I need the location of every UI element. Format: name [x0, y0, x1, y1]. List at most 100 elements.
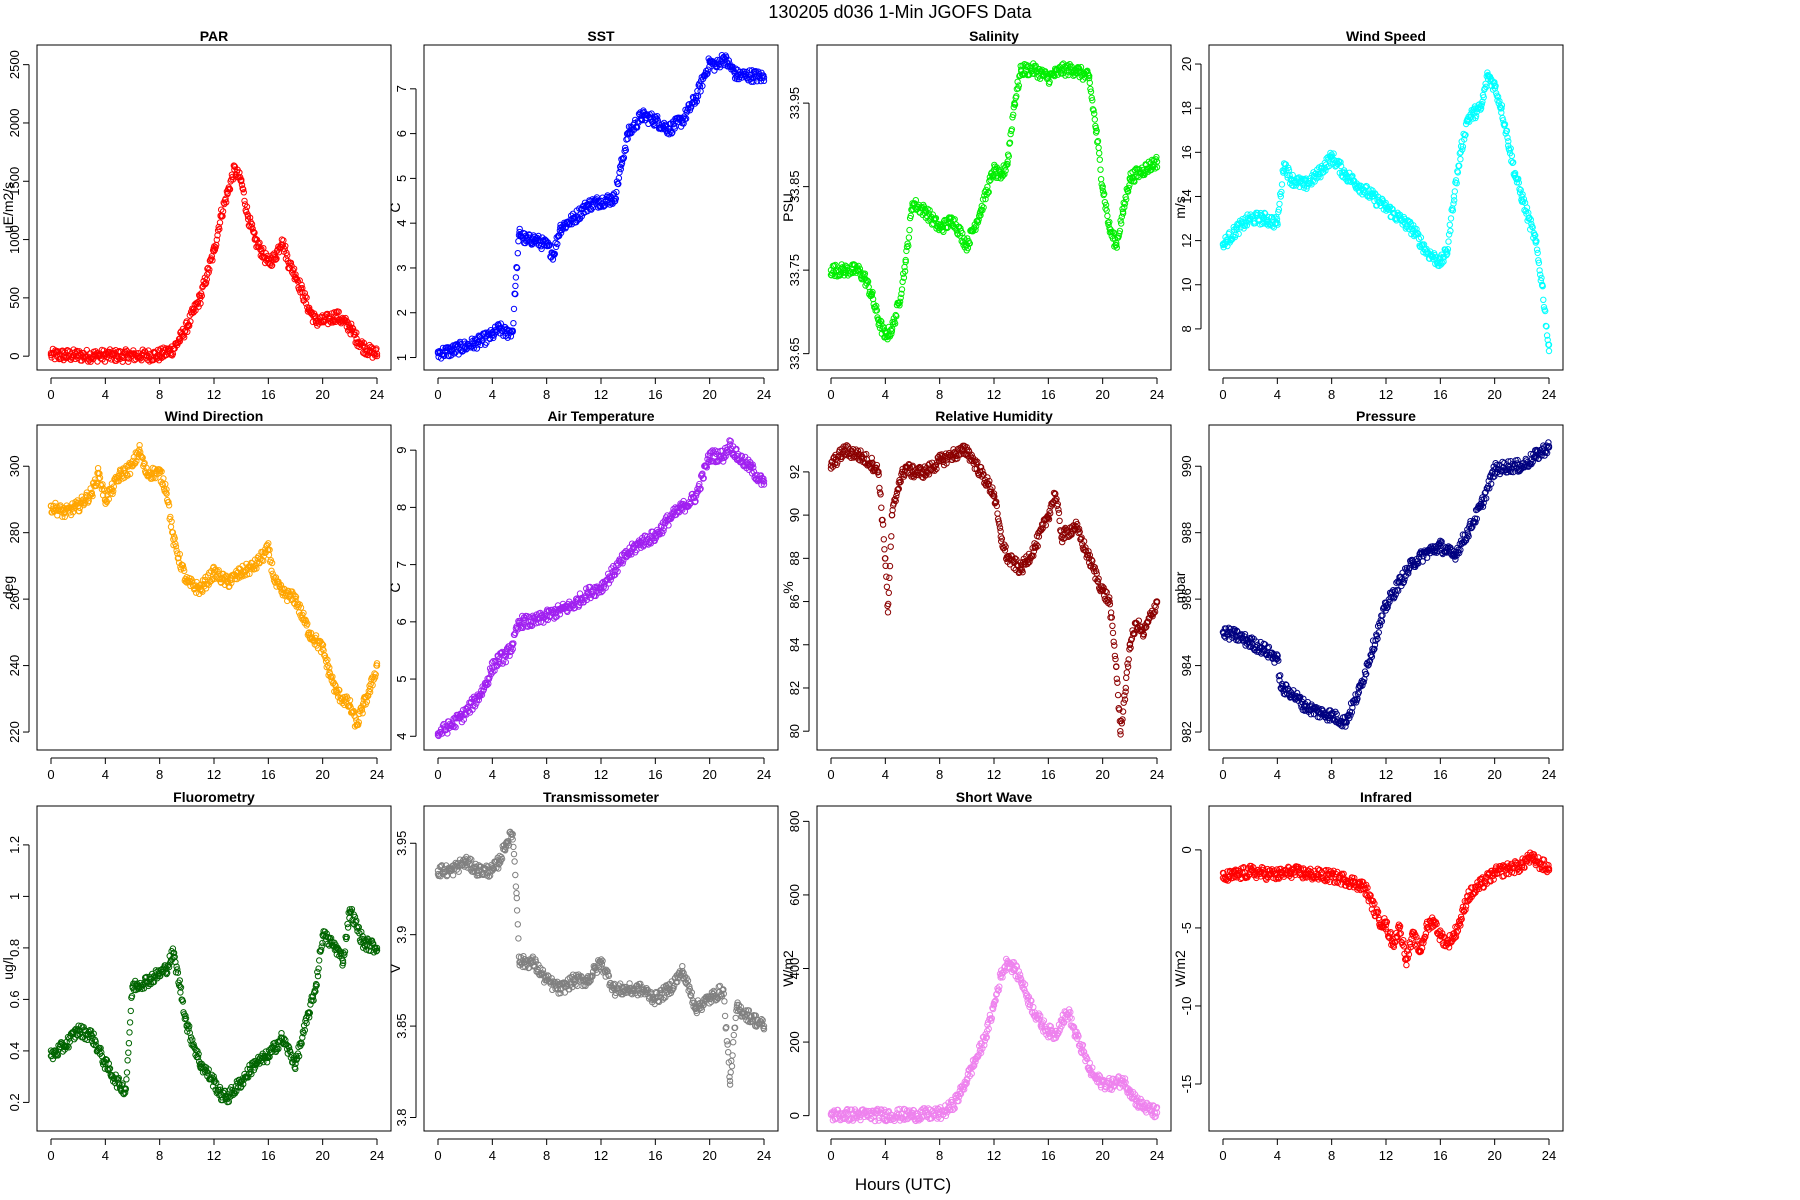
x-tick-label: 12	[1379, 767, 1393, 782]
data-point	[483, 339, 490, 346]
y-tick-label: 0.4	[7, 1042, 22, 1060]
y-tick-label: 5	[394, 675, 409, 682]
x-tick-label: 24	[757, 767, 771, 782]
data-point	[687, 104, 695, 111]
data-point	[611, 197, 619, 205]
y-tick-label: 2000	[7, 109, 22, 138]
y-tick-label: 92	[787, 465, 802, 479]
data-point	[1457, 156, 1464, 163]
data-point	[578, 213, 585, 220]
x-tick-label: 12	[987, 767, 1001, 782]
data-point	[613, 188, 620, 196]
data-point	[682, 115, 690, 122]
data-point	[250, 228, 257, 235]
data-point	[283, 249, 290, 257]
data-point	[449, 348, 456, 355]
y-tick-label: 20	[1179, 57, 1194, 71]
data-point	[47, 351, 55, 359]
x-tick-label: 0	[47, 767, 54, 782]
data-point	[367, 348, 374, 355]
data-point	[257, 252, 264, 259]
data-point	[456, 338, 464, 346]
data-point	[126, 1029, 133, 1036]
data-point	[75, 352, 82, 359]
x-tick-label: 0	[1219, 387, 1226, 402]
x-tick-label: 24	[370, 387, 384, 402]
x-tick-label: 0	[434, 387, 441, 402]
panel-title: Wind Speed	[1346, 28, 1426, 44]
x-tick-label: 4	[882, 387, 889, 402]
y-tick-label: 1	[7, 893, 22, 900]
data-point	[1445, 231, 1453, 238]
x-tick-label: 8	[1328, 387, 1335, 402]
x-tick-label: 16	[1041, 767, 1055, 782]
data-point	[885, 589, 892, 596]
panel-title: SST	[587, 28, 615, 44]
data-point	[216, 225, 223, 233]
plot-frame	[816, 44, 1172, 371]
data-point	[360, 343, 367, 350]
data-point	[599, 194, 606, 201]
data-point	[302, 300, 310, 307]
data-point	[218, 206, 225, 213]
data-point	[195, 303, 202, 310]
x-tick-label: 24	[1542, 387, 1556, 402]
data-point	[241, 197, 248, 205]
panel-title: Fluorometry	[173, 789, 255, 805]
data-point	[204, 271, 211, 278]
x-tick-label: 8	[543, 387, 550, 402]
data-point	[1123, 669, 1131, 676]
x-tick-label: 0	[827, 387, 834, 402]
panel-title: PAR	[200, 28, 229, 44]
data-point	[299, 288, 306, 296]
x-tick-label: 4	[489, 767, 496, 782]
y-tick-label: 240	[7, 655, 22, 677]
data-point	[880, 536, 887, 543]
x-tick-label: 12	[594, 387, 608, 402]
data-point	[127, 1007, 135, 1015]
data-point	[881, 546, 888, 553]
x-tick-label: 24	[370, 767, 384, 782]
data-point	[1545, 347, 1553, 355]
data-point	[512, 282, 519, 290]
x-tick-label: 16	[261, 387, 275, 402]
y-tick-label: 33.85	[787, 170, 802, 203]
y-tick-label: 6	[394, 618, 409, 625]
x-tick-label: 12	[594, 767, 608, 782]
data-point	[248, 221, 256, 228]
data-point	[339, 318, 347, 325]
x-tick-label: 4	[102, 387, 109, 402]
data-point	[299, 285, 306, 292]
data-point	[326, 315, 333, 323]
y-tick-label: 3	[394, 264, 409, 271]
x-tick-label: 4	[102, 767, 109, 782]
x-tick-label: 16	[648, 387, 662, 402]
data-point	[271, 253, 279, 261]
data-point	[1447, 227, 1454, 235]
data-point	[513, 264, 521, 272]
data-point	[1278, 181, 1286, 188]
y-tick-label: 10	[1179, 278, 1194, 292]
y-tick-label: 2500	[7, 50, 22, 79]
data-point	[1450, 193, 1458, 200]
data-point	[216, 219, 224, 226]
y-tick-label: 33.65	[787, 337, 802, 370]
data-point	[620, 154, 628, 161]
data-point	[190, 308, 197, 316]
x-tick-label: 20	[315, 767, 329, 782]
data-point	[906, 226, 913, 234]
data-point	[1446, 221, 1454, 229]
data-point	[905, 234, 913, 241]
data-point	[240, 189, 248, 196]
x-tick-label: 20	[1487, 767, 1501, 782]
x-tick-label: 24	[1150, 767, 1164, 782]
data-point	[282, 242, 289, 250]
y-tick-label: 984	[1179, 655, 1194, 677]
data-point	[123, 1069, 131, 1076]
x-tick-label: 8	[543, 767, 550, 782]
y-tick-label: 7	[394, 561, 409, 568]
y-tick-label: 982	[1179, 721, 1194, 743]
data-point	[1534, 249, 1541, 257]
